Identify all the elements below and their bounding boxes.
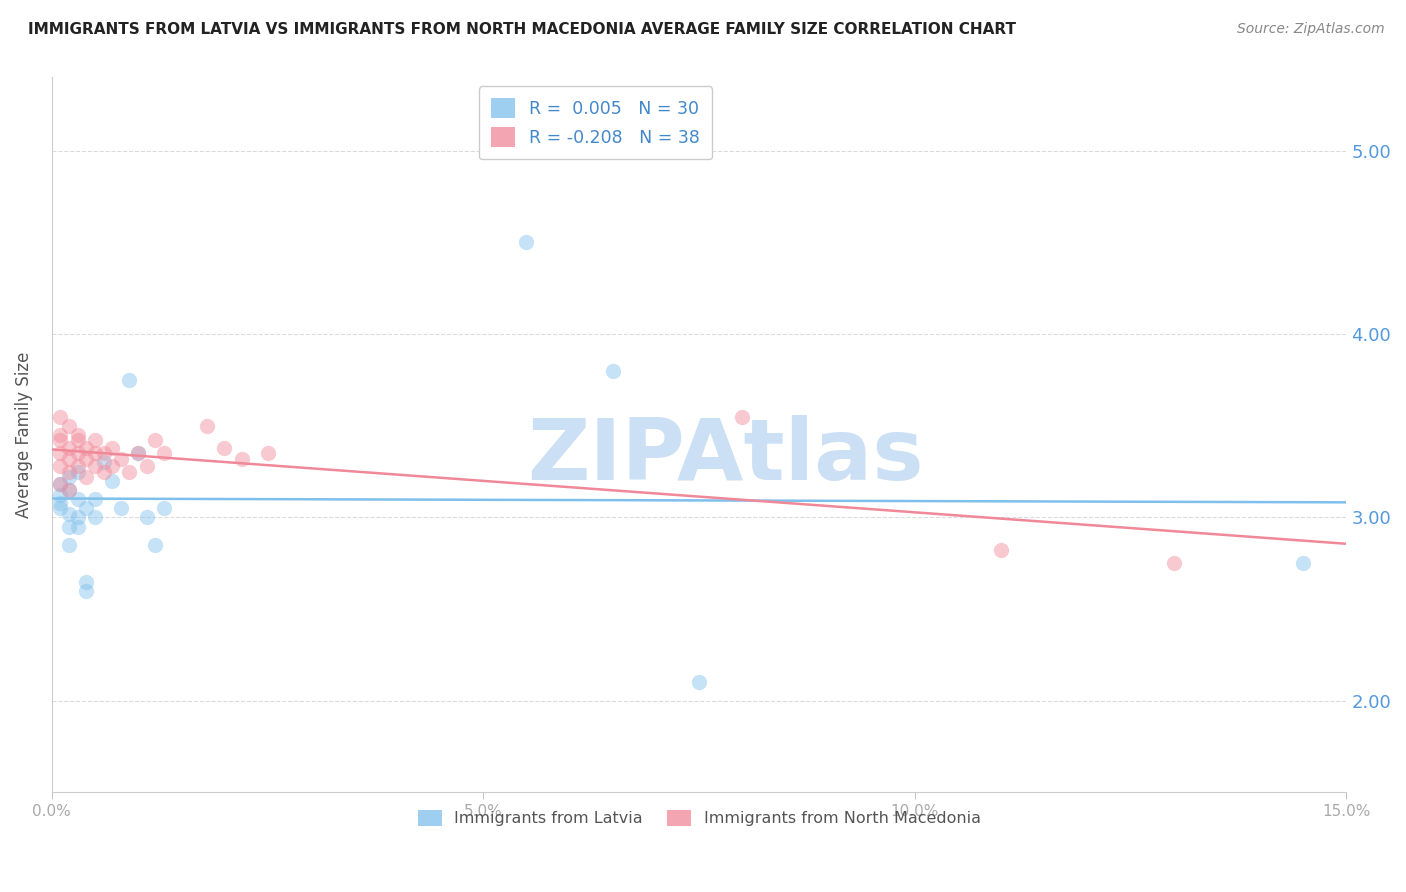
Point [49, 477, 72, 491]
Point [75, 574, 97, 589]
Point [990, 543, 1012, 558]
Point [135, 510, 157, 524]
Text: Source: ZipAtlas.com: Source: ZipAtlas.com [1237, 22, 1385, 37]
Point [110, 501, 132, 516]
Point [1163, 556, 1185, 570]
Point [66, 458, 89, 473]
Point [118, 465, 141, 479]
Point [49, 434, 72, 448]
Point [1292, 556, 1315, 570]
Point [58, 507, 80, 521]
Point [66, 446, 89, 460]
Point [110, 451, 132, 466]
Point [101, 474, 124, 488]
Point [83, 510, 105, 524]
Point [256, 446, 278, 460]
Point [143, 538, 166, 552]
Point [101, 441, 124, 455]
Point [83, 491, 105, 506]
Point [49, 458, 72, 473]
Point [66, 519, 89, 533]
Point [66, 434, 89, 448]
Point [66, 491, 89, 506]
Point [153, 446, 176, 460]
Point [83, 458, 105, 473]
Point [66, 465, 89, 479]
Point [143, 434, 166, 448]
Point [49, 477, 72, 491]
Point [75, 441, 97, 455]
Point [58, 418, 80, 433]
Point [688, 675, 710, 690]
Point [75, 501, 97, 516]
Point [58, 465, 80, 479]
Y-axis label: Average Family Size: Average Family Size [15, 351, 32, 518]
Point [49, 501, 72, 516]
Point [83, 446, 105, 460]
Point [75, 583, 97, 598]
Point [101, 458, 124, 473]
Point [731, 409, 754, 424]
Legend: Immigrants from Latvia, Immigrants from North Macedonia: Immigrants from Latvia, Immigrants from … [409, 802, 988, 834]
Point [49, 446, 72, 460]
Point [127, 446, 149, 460]
Point [127, 446, 149, 460]
Point [58, 519, 80, 533]
Point [83, 434, 105, 448]
Point [214, 441, 236, 455]
Text: ZIPAtlas: ZIPAtlas [527, 415, 924, 498]
Point [49, 496, 72, 510]
Text: IMMIGRANTS FROM LATVIA VS IMMIGRANTS FROM NORTH MACEDONIA AVERAGE FAMILY SIZE CO: IMMIGRANTS FROM LATVIA VS IMMIGRANTS FRO… [28, 22, 1017, 37]
Point [515, 235, 537, 250]
Point [49, 409, 72, 424]
Point [153, 501, 176, 516]
Point [49, 428, 72, 442]
Point [93, 455, 115, 469]
Point [49, 488, 72, 502]
Point [58, 538, 80, 552]
Point [58, 441, 80, 455]
Point [58, 483, 80, 497]
Point [66, 428, 89, 442]
Point [66, 510, 89, 524]
Point [93, 465, 115, 479]
Point [135, 458, 157, 473]
Point [195, 418, 218, 433]
Point [231, 451, 253, 466]
Point [118, 373, 141, 387]
Point [58, 470, 80, 484]
Point [93, 446, 115, 460]
Point [58, 451, 80, 466]
Point [58, 483, 80, 497]
Point [602, 364, 624, 378]
Point [75, 451, 97, 466]
Point [75, 470, 97, 484]
